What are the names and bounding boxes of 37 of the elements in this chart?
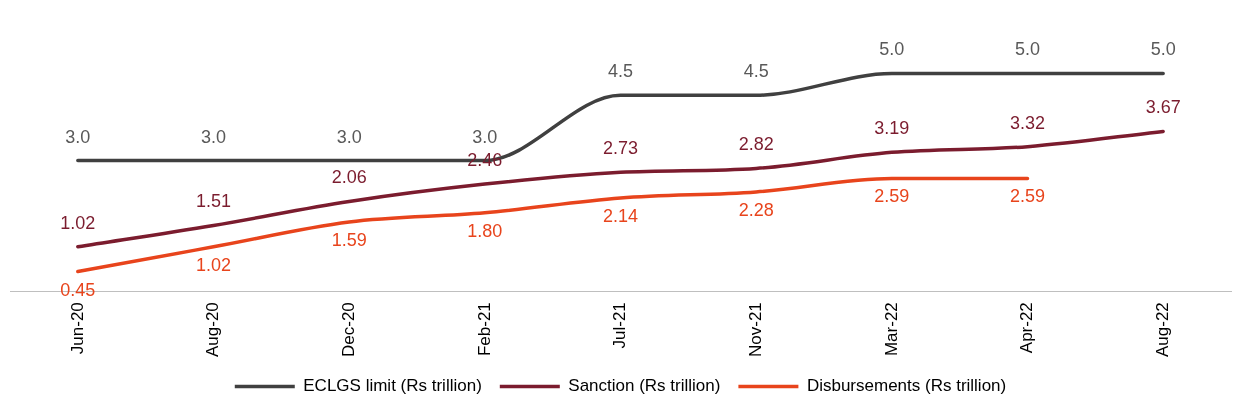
data-label: 3.67 (1145, 97, 1181, 118)
data-label: 3.19 (874, 118, 910, 139)
data-label: 2.06 (331, 167, 367, 188)
x-tick-label: Jul-21 (610, 302, 630, 349)
x-tick-label: Nov-21 (745, 302, 765, 357)
x-tick-label: Feb-21 (474, 302, 494, 357)
data-label: 2.14 (602, 206, 639, 226)
x-tick-label: Dec-20 (338, 302, 358, 357)
legend-label: Disbursements (Rs trillion) (806, 376, 1007, 396)
data-label: 1.02 (195, 254, 232, 275)
data-label: 1.02 (60, 212, 96, 233)
data-label: 5.0 (1150, 39, 1176, 60)
data-label: 3.32 (1009, 112, 1046, 133)
data-label: 0.45 (60, 279, 96, 300)
x-tick-label: Apr-22 (1017, 302, 1037, 354)
data-label: 2.28 (738, 199, 774, 220)
data-label: 3.0 (65, 126, 91, 147)
data-label: 1.59 (331, 229, 367, 250)
data-label: 2.82 (738, 134, 774, 155)
data-label: 2.73 (602, 138, 639, 159)
data-label: 3.0 (472, 126, 498, 147)
data-label: 4.5 (743, 61, 769, 82)
data-label: 1.51 (195, 191, 232, 212)
legend-label: ECLGS limit (Rs trillion) (303, 376, 482, 396)
data-label: 4.5 (607, 61, 634, 82)
data-label: 2.59 (1009, 186, 1046, 207)
legend-label: Sanction (Rs trillion) (568, 376, 721, 396)
x-tick-label: Aug-20 (203, 302, 223, 358)
data-label: 5.0 (1014, 39, 1041, 60)
x-tick-label: Aug-22 (1152, 302, 1172, 358)
data-label: 5.0 (879, 39, 905, 60)
x-tick-label: Mar-22 (881, 302, 901, 357)
data-label: 3.0 (336, 126, 362, 147)
x-tick-label: Jun-20 (67, 302, 87, 355)
data-label: 2.59 (874, 186, 910, 207)
data-label: 1.80 (467, 220, 503, 241)
data-label: 3.0 (200, 126, 227, 147)
